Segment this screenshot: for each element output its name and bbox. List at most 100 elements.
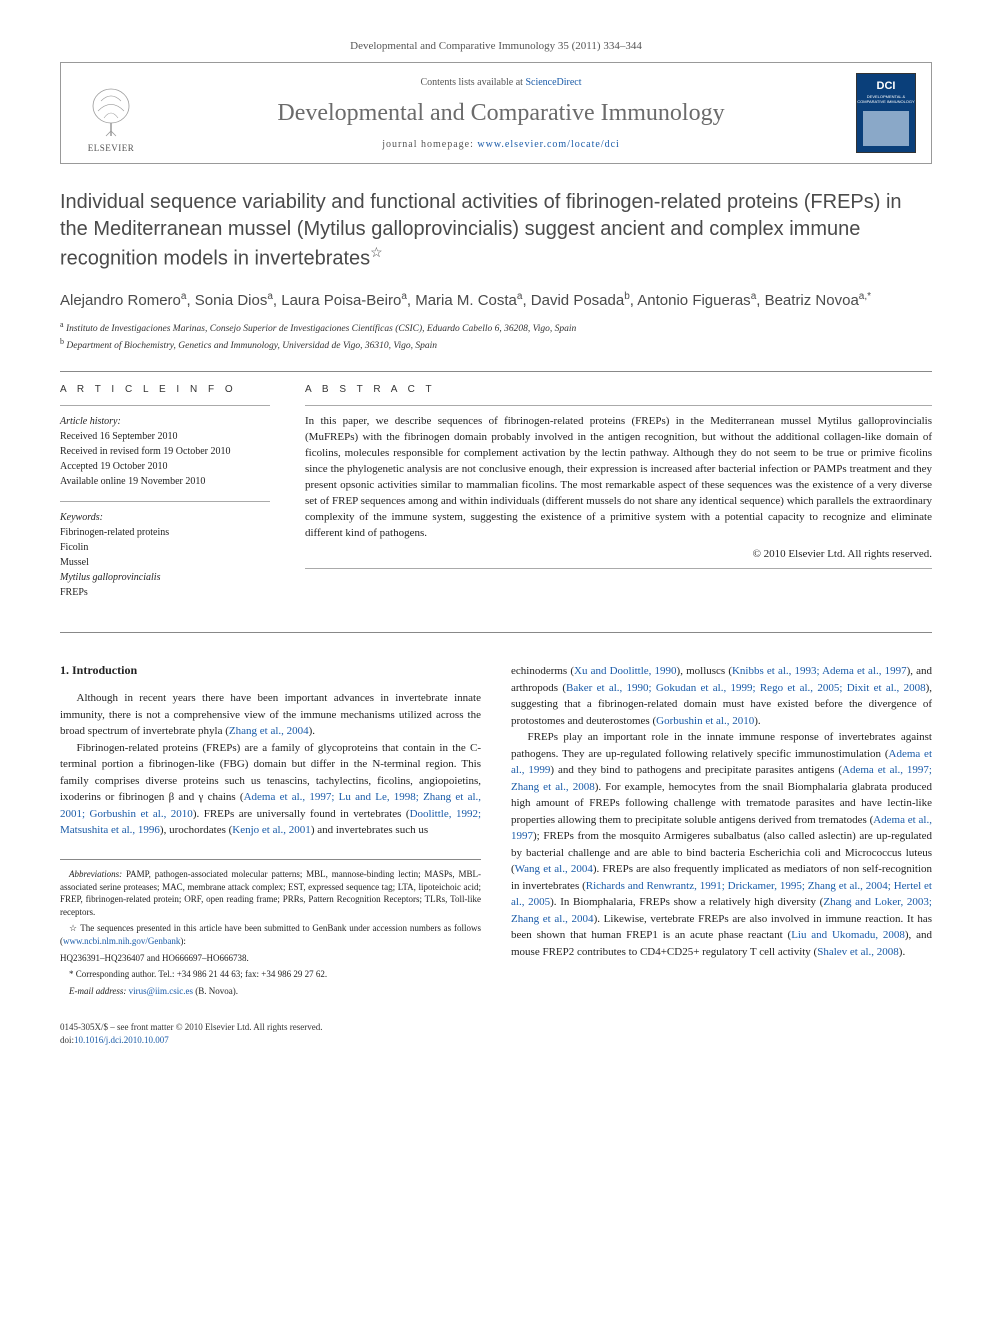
keyword: Mytilus galloprovincialis xyxy=(60,570,270,585)
publisher-name: ELSEVIER xyxy=(88,143,135,153)
email-footnote: E-mail address: virus@iim.csic.es (B. No… xyxy=(60,985,481,998)
ref-link[interactable]: Baker et al., 1990; Gokudan et al., 1999… xyxy=(566,682,926,694)
body-columns: 1. Introduction Although in recent years… xyxy=(60,663,932,1001)
c2p2-pre: FREPs play an important role in the inna… xyxy=(511,731,932,760)
intro-body: Although in recent years there have been… xyxy=(60,690,481,839)
journal-name: Developmental and Comparative Immunology xyxy=(161,100,841,127)
keyword: Fibrinogen-related proteins xyxy=(60,525,270,540)
info-divider xyxy=(60,501,270,502)
history-accepted: Accepted 19 October 2010 xyxy=(60,459,270,474)
cover-subtitle: DEVELOPMENTAL & COMPARATIVE IMMUNOLOGY xyxy=(857,94,915,104)
ref-link[interactable]: Liu and Ukomadu, 2008 xyxy=(791,929,905,941)
ref-link[interactable]: Wang et al., 2004 xyxy=(515,863,593,875)
c2p1-m1: ), molluscs ( xyxy=(677,665,732,677)
intro-p1: Although in recent years there have been… xyxy=(60,690,481,740)
section-heading-intro: 1. Introduction xyxy=(60,663,481,678)
p1-end: ). xyxy=(309,725,315,737)
abstract-column: A B S T R A C T In this paper, we descri… xyxy=(305,384,932,612)
email-post: (B. Novoa). xyxy=(193,986,238,996)
corr-label: * Corresponding author. xyxy=(69,969,158,979)
genbank-link[interactable]: www.ncbi.nlm.nih.gov/Genbank xyxy=(63,936,180,946)
cover-abbreviation: DCI xyxy=(857,80,915,92)
history-revised: Received in revised form 19 October 2010 xyxy=(60,444,270,459)
intro-p2: Fibrinogen-related proteins (FREPs) are … xyxy=(60,740,481,839)
doi-line: doi:10.1016/j.dci.2010.10.007 xyxy=(60,1034,932,1047)
divider xyxy=(60,371,932,372)
ref-link[interactable]: Knibbs et al., 1993; Adema et al., 1997 xyxy=(732,665,907,677)
accession-numbers: HQ236391–HQ236407 and HO666697–HO666738. xyxy=(60,952,481,965)
keyword: FREPs xyxy=(60,585,270,600)
article-info-heading: A R T I C L E I N F O xyxy=(60,384,270,395)
header-center: Contents lists available at ScienceDirec… xyxy=(146,77,856,150)
article-history: Article history: Received 16 September 2… xyxy=(60,414,270,489)
genbank-footnote: ☆ The sequences presented in this articl… xyxy=(60,922,481,947)
star-post: ): xyxy=(180,936,186,946)
article-title: Individual sequence variability and func… xyxy=(60,189,932,273)
abstract-divider xyxy=(305,405,932,406)
c2p2-m1: ) and they bind to pathogens and precipi… xyxy=(550,764,842,776)
ref-link[interactable]: Xu and Doolittle, 1990 xyxy=(574,665,677,677)
c2p2-m5: ). In Biomphalaria, FREPs show a relativ… xyxy=(550,896,823,908)
email-link[interactable]: virus@iim.csic.es xyxy=(129,986,193,996)
affiliation: a Instituto de Investigaciones Marinas, … xyxy=(60,319,932,336)
journal-citation: Developmental and Comparative Immunology… xyxy=(60,40,932,52)
c2p1-end: ). xyxy=(754,715,760,727)
c2p1-pre: echinoderms ( xyxy=(511,665,574,677)
homepage-line: journal homepage: www.elsevier.com/locat… xyxy=(161,139,841,150)
cover-image-placeholder xyxy=(863,111,909,146)
contents-available-line: Contents lists available at ScienceDirec… xyxy=(161,77,841,88)
keywords-block: Keywords: Fibrinogen-related proteins Fi… xyxy=(60,510,270,600)
p2-end: ) and invertebrates such us xyxy=(311,824,428,836)
col2-body: echinoderms (Xu and Doolittle, 1990), mo… xyxy=(511,663,932,960)
divider xyxy=(60,632,932,633)
abbrev-text: PAMP, pathogen-associated molecular patt… xyxy=(60,869,481,917)
ref-link[interactable]: Kenjo et al., 2001 xyxy=(232,824,311,836)
c2p2-end: ). xyxy=(899,946,905,958)
authors-list: Alejandro Romeroa, Sonia Diosa, Laura Po… xyxy=(60,291,932,309)
doi-link[interactable]: 10.1016/j.dci.2010.10.007 xyxy=(74,1035,169,1045)
col2-p1: echinoderms (Xu and Doolittle, 1990), mo… xyxy=(511,663,932,729)
history-received: Received 16 September 2010 xyxy=(60,429,270,444)
abbreviations-footnote: Abbreviations: PAMP, pathogen-associated… xyxy=(60,868,481,918)
elsevier-tree-icon xyxy=(86,86,136,141)
abstract-heading: A B S T R A C T xyxy=(305,384,932,395)
history-label: Article history: xyxy=(60,414,270,429)
publisher-logo: ELSEVIER xyxy=(76,73,146,153)
ref-link[interactable]: Gorbushin et al., 2010 xyxy=(656,715,754,727)
affiliations: a Instituto de Investigaciones Marinas, … xyxy=(60,319,932,354)
abstract-text: In this paper, we describe sequences of … xyxy=(305,414,932,542)
title-text: Individual sequence variability and func… xyxy=(60,191,902,270)
sciencedirect-link[interactable]: ScienceDirect xyxy=(525,77,581,88)
keywords-label: Keywords: xyxy=(60,510,270,525)
footnotes: Abbreviations: PAMP, pathogen-associated… xyxy=(60,859,481,997)
abstract-copyright: © 2010 Elsevier Ltd. All rights reserved… xyxy=(305,548,932,560)
info-abstract-row: A R T I C L E I N F O Article history: R… xyxy=(60,384,932,612)
abstract-bottom-divider xyxy=(305,568,932,569)
homepage-prefix: journal homepage: xyxy=(382,139,477,150)
journal-cover-thumbnail: DCI DEVELOPMENTAL & COMPARATIVE IMMUNOLO… xyxy=(856,73,916,153)
keyword: Ficolin xyxy=(60,540,270,555)
ref-link[interactable]: Shalev et al., 2008 xyxy=(817,946,899,958)
p2-mid: ). FREPs are universally found in verteb… xyxy=(193,808,410,820)
homepage-link[interactable]: www.elsevier.com/locate/dci xyxy=(477,139,619,150)
right-column: echinoderms (Xu and Doolittle, 1990), mo… xyxy=(511,663,932,1001)
p2-mid2: ), urochordates ( xyxy=(160,824,232,836)
ref-link[interactable]: Zhang et al., 2004 xyxy=(229,725,309,737)
corr-text: Tel.: +34 986 21 44 63; fax: +34 986 29 … xyxy=(158,969,327,979)
left-column: 1. Introduction Although in recent years… xyxy=(60,663,481,1001)
doi-label: doi: xyxy=(60,1035,74,1045)
title-footnote-star: ☆ xyxy=(370,244,383,260)
front-matter: 0145-305X/$ – see front matter © 2010 El… xyxy=(60,1021,932,1034)
keyword: Mussel xyxy=(60,555,270,570)
abbrev-label: Abbreviations: xyxy=(69,869,122,879)
info-divider xyxy=(60,405,270,406)
col2-p2: FREPs play an important role in the inna… xyxy=(511,729,932,960)
history-online: Available online 19 November 2010 xyxy=(60,474,270,489)
contents-prefix: Contents lists available at xyxy=(420,77,525,88)
footer: 0145-305X/$ – see front matter © 2010 El… xyxy=(60,1021,932,1046)
affiliation: b Department of Biochemistry, Genetics a… xyxy=(60,336,932,353)
email-label: E-mail address: xyxy=(69,986,129,996)
journal-header: ELSEVIER Contents lists available at Sci… xyxy=(60,62,932,164)
corresponding-author-footnote: * Corresponding author. Tel.: +34 986 21… xyxy=(60,968,481,981)
article-info-column: A R T I C L E I N F O Article history: R… xyxy=(60,384,270,612)
